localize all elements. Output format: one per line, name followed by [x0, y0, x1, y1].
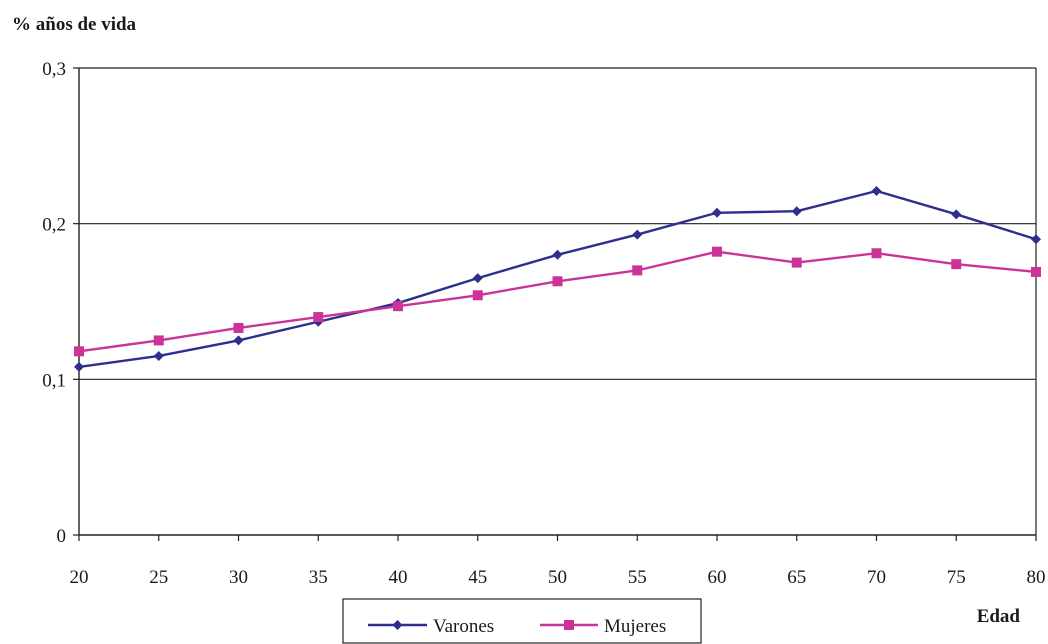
series-mujeres [74, 246, 1041, 357]
legend-marker-varones [392, 620, 403, 630]
data-point-varones-70 [871, 185, 882, 196]
data-point-mujeres-50 [552, 276, 563, 287]
y-tick-label-3: 0,3 [42, 59, 66, 80]
series-group [74, 185, 1041, 372]
y-axis-label: % años de vida [12, 14, 137, 35]
legend-label-varones: Varones [433, 616, 494, 637]
data-point-mujeres-20 [74, 346, 84, 357]
data-point-varones-50 [552, 249, 563, 260]
legend-box [342, 598, 702, 644]
data-point-varones-55 [632, 229, 643, 240]
data-point-mujeres-40 [393, 301, 403, 312]
x-tick-label-10: 70 [867, 567, 886, 588]
data-point-varones-30 [233, 335, 244, 346]
data-point-mujeres-70 [871, 248, 882, 259]
legend-label-mujeres: Mujeres [604, 616, 666, 637]
x-tick-label-4: 40 [389, 567, 408, 588]
x-tick-labels: 20 25 30 35 40 45 50 55 60 65 70 75 80 [70, 567, 1046, 588]
x-tick-label-0: 20 [70, 567, 89, 588]
axes [73, 67, 1037, 541]
data-point-mujeres-35 [313, 312, 324, 323]
series-varones [74, 185, 1041, 372]
legend-marker-mujeres [564, 620, 574, 630]
y-tick-label-2: 0,2 [42, 215, 66, 236]
y-tick-label-1: 0,1 [42, 370, 66, 391]
x-tick-label-6: 50 [548, 567, 567, 588]
data-point-mujeres-25 [153, 335, 164, 346]
data-point-varones-75 [951, 209, 962, 220]
data-point-mujeres-55 [632, 265, 643, 276]
y-tick-labels: 0 0,1 0,2 0,3 [42, 59, 66, 547]
x-tick-label-5: 45 [468, 567, 487, 588]
x-tick-label-8: 60 [708, 567, 727, 588]
x-axis-label: Edad [977, 606, 1021, 627]
data-point-varones-45 [472, 273, 483, 284]
x-tick-label-3: 35 [309, 567, 328, 588]
x-tick-label-12: 80 [1027, 567, 1046, 588]
data-point-mujeres-30 [233, 322, 244, 333]
series-line-mujeres [78, 250, 1037, 353]
x-tick-label-9: 65 [787, 567, 806, 588]
x-tick-label-2: 30 [229, 567, 248, 588]
data-point-mujeres-60 [712, 246, 722, 257]
data-point-mujeres-65 [791, 257, 802, 268]
legend: Varones Mujeres [342, 598, 702, 644]
x-tick-label-7: 55 [628, 567, 647, 588]
data-point-mujeres-75 [951, 259, 962, 270]
x-tick-label-1: 25 [149, 567, 168, 588]
data-point-varones-60 [712, 207, 722, 218]
x-tick-label-11: 75 [947, 567, 966, 588]
data-point-varones-65 [791, 206, 802, 217]
data-point-varones-25 [153, 350, 164, 361]
data-point-varones-20 [74, 361, 84, 372]
y-tick-label-0: 0 [57, 526, 67, 547]
gridlines [79, 67, 1036, 380]
data-point-mujeres-80 [1031, 266, 1041, 277]
data-point-varones-80 [1031, 234, 1041, 245]
data-point-mujeres-45 [472, 290, 483, 301]
